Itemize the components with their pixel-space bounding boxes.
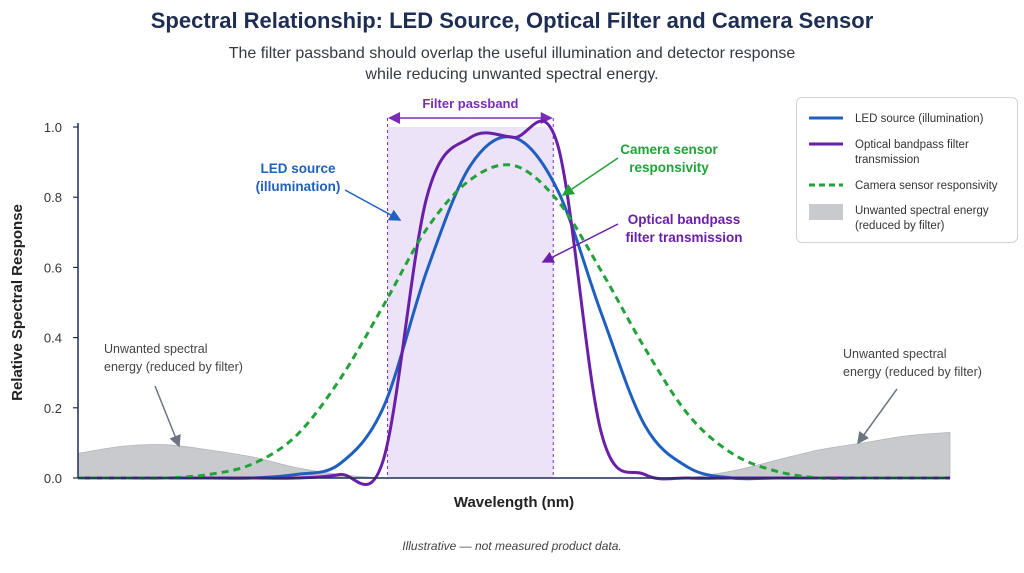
annotation-filter-label: Optical bandpass xyxy=(628,212,741,227)
annotation-sensor-label: responsivity xyxy=(629,160,709,175)
y-tick-label: 0.8 xyxy=(44,190,62,205)
legend-label-sensor: Camera sensor responsivity xyxy=(855,180,998,192)
y-tick-label: 0.2 xyxy=(44,401,62,416)
chart-title: Spectral Relationship: LED Source, Optic… xyxy=(150,8,874,33)
legend-label-unwanted: Unwanted spectral energy (reduced by fil… xyxy=(855,205,989,232)
annotation-unwanted-right-label: energy (reduced by filter) xyxy=(843,365,982,379)
legend-swatch-unwanted xyxy=(809,204,843,220)
annotation-led-label: (illumination) xyxy=(256,179,341,194)
annotation-unwanted-right-label: Unwanted spectral xyxy=(843,347,947,361)
legend-swatch-sensor xyxy=(809,183,843,187)
y-tick-label: 1.0 xyxy=(44,120,62,135)
passband-label: Filter passband xyxy=(422,96,518,111)
legend-item-sensor: Camera sensor responsivity xyxy=(809,179,1003,194)
annotation-led-arrow xyxy=(344,189,402,221)
y-axis-label: Relative Spectral Response xyxy=(9,204,26,401)
annotation-sensor-label: Camera sensor xyxy=(620,142,718,157)
x-axis-label: Wavelength (nm) xyxy=(454,494,574,511)
y-tick-label: 0.6 xyxy=(44,260,62,275)
passband-label-bg xyxy=(415,94,526,112)
annotation-sensor-arrow xyxy=(561,157,619,196)
legend-item-filter: Optical bandpass filter transmission xyxy=(809,138,1003,168)
legend-item-unwanted: Unwanted spectral energy (reduced by fil… xyxy=(809,204,1003,234)
subtitle-line-1: The filter passband should overlap the u… xyxy=(228,45,796,62)
chart-subtitle: The filter passband should overlap the u… xyxy=(0,43,1024,85)
series-sensor xyxy=(78,163,950,481)
annotation-unwanted-left-label: energy (reduced by filter) xyxy=(104,360,243,374)
passband-region xyxy=(387,127,554,478)
y-tick-label: 0.4 xyxy=(44,331,62,346)
legend-label-led: LED source (illumination) xyxy=(855,113,984,125)
legend-swatch-led xyxy=(809,116,843,120)
annotation-unwanted-left-label: Unwanted spectral xyxy=(104,342,208,356)
annotation-unwanted-right-arrow xyxy=(857,388,898,445)
y-tick-label: 0.0 xyxy=(44,471,62,486)
legend-label-filter: Optical bandpass filter transmission xyxy=(855,139,969,166)
unwanted-energy-right xyxy=(688,431,951,479)
legend-swatch-filter xyxy=(809,142,843,146)
annotation-filter-label: filter transmission xyxy=(625,230,742,245)
annotation-filter-arrow xyxy=(541,223,619,263)
unwanted-energy-left xyxy=(77,444,384,479)
legend-item-led: LED source (illumination) xyxy=(809,112,1003,127)
annotation-unwanted-left-arrow xyxy=(154,385,181,448)
footnote: Illustrative — not measured product data… xyxy=(402,539,622,553)
annotation-led-label: LED source xyxy=(260,161,336,176)
subtitle-line-2: while reducing unwanted spectral energy. xyxy=(365,66,659,83)
legend: LED source (illumination) Optical bandpa… xyxy=(796,97,1018,243)
